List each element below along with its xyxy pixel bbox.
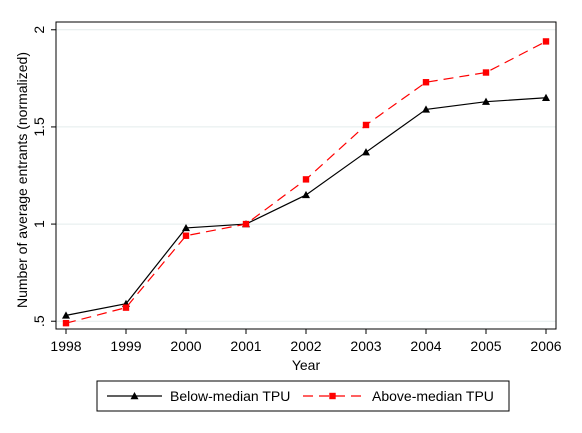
below-median-tpu-point <box>302 190 310 199</box>
plot-area <box>55 21 557 330</box>
x-tick-label: 2003 <box>350 338 381 354</box>
above-median-tpu-legend-point <box>329 392 336 400</box>
x-tick-label: 1998 <box>50 338 81 354</box>
below-median-tpu-legend-label: Below-median TPU <box>170 388 290 404</box>
x-axis: 1998 1999 2000 2001 2002 2003 2004 2005 2006 <box>50 329 562 354</box>
above-median-tpu-point <box>242 220 250 228</box>
y-tick-label: .5 <box>31 315 47 327</box>
x-tick-label: 2002 <box>290 338 321 354</box>
below-median-tpu-point <box>362 148 370 156</box>
legend: Below-median TPU Above-median TPU <box>96 380 510 412</box>
above-median-tpu-point <box>182 232 190 239</box>
below-median-tpu-point <box>482 97 490 105</box>
above-median-tpu-series <box>62 38 550 327</box>
below-median-tpu-line <box>65 97 547 316</box>
series <box>62 38 550 327</box>
below-median-tpu-point <box>182 223 190 232</box>
gridlines <box>56 29 556 322</box>
above-median-tpu-point <box>302 176 310 183</box>
y-tick-label: 2 <box>31 26 47 34</box>
below-median-tpu-point <box>62 311 70 319</box>
y-axis: .5 1 1.5 2 <box>31 26 56 327</box>
above-median-tpu-point <box>542 38 550 45</box>
above-median-tpu-point <box>362 121 370 129</box>
x-tick-label: 2005 <box>470 338 501 354</box>
above-median-tpu-legend-label: Above-median TPU <box>372 388 494 404</box>
below-median-tpu-legend-point <box>130 392 139 400</box>
above-median-tpu-point <box>62 319 70 327</box>
y-axis-title: Number of average entrants (normalized) <box>14 52 30 308</box>
x-axis-title: Year <box>292 357 321 373</box>
y-tick-label: 1 <box>31 220 47 228</box>
x-tick-label: 1999 <box>110 338 141 354</box>
below-median-tpu-point <box>542 93 550 101</box>
below-median-tpu-point <box>422 105 430 113</box>
x-tick-label: 2006 <box>530 338 561 354</box>
x-tick-label: 2004 <box>410 338 441 354</box>
below-median-tpu-series <box>62 93 550 319</box>
y-tick-label: 1.5 <box>31 117 47 137</box>
above-median-tpu-point <box>122 304 130 311</box>
x-tick-label: 2001 <box>230 338 261 354</box>
above-median-tpu-point <box>422 79 430 86</box>
above-median-tpu-point <box>482 69 490 76</box>
x-tick-label: 2000 <box>170 338 201 354</box>
